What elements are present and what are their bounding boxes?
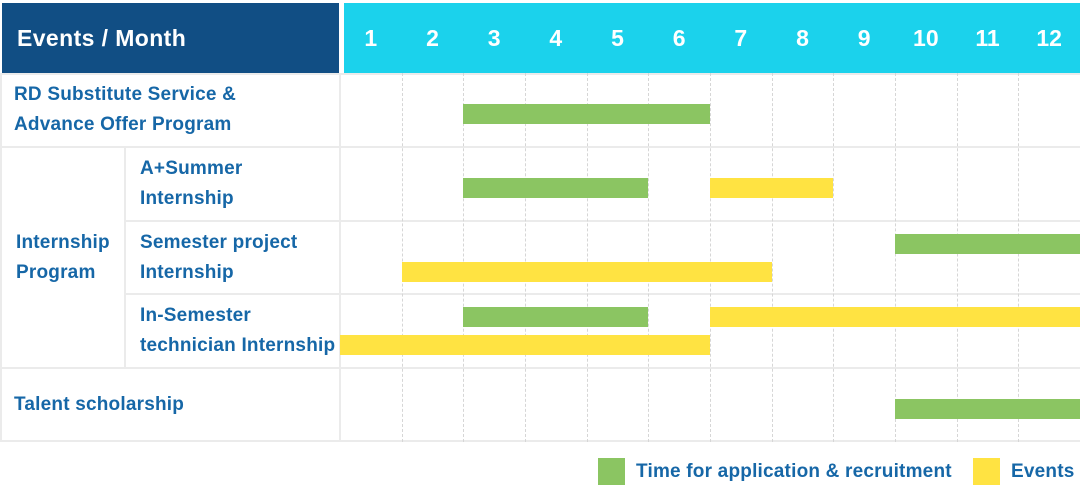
month-header-cell: 6 (672, 24, 686, 51)
month-header-cell: 2 (426, 24, 439, 51)
row-label-line: technician Internship (140, 335, 336, 356)
month-header-cell: 10 (913, 24, 939, 51)
legend-label: Time for application & recruitment (636, 460, 952, 482)
row-label-line: Semester project (140, 231, 298, 253)
row-label-line: A+Summer (140, 158, 243, 179)
table-border (124, 293, 1080, 295)
legend-item-application: Time for application & recruitment (598, 458, 952, 485)
month-header-cell: 8 (796, 24, 809, 51)
gantt-bar-application (895, 399, 1080, 419)
group-label-line: Program (16, 261, 96, 283)
month-header-cell: 9 (857, 24, 871, 51)
month-gridline (586, 73, 588, 442)
group-label-line: Internship (16, 231, 110, 253)
month-gridline (895, 73, 896, 442)
row-label-in-semester-technician: In-Semester technician Internship (140, 294, 340, 368)
month-gridline (956, 73, 958, 442)
event-yellow-swatch (973, 458, 1000, 485)
month-header-cell: 4 (549, 24, 563, 51)
month-header-cell: 5 (611, 24, 624, 51)
row-label-line: Internship (140, 261, 234, 283)
month-gridline (771, 73, 773, 442)
row-label-talent-scholarship: Talent scholarship (14, 368, 334, 442)
table-border (339, 73, 341, 442)
group-label-internship-program: Internship Program (16, 147, 120, 368)
month-gridline (710, 73, 711, 442)
month-gridline (401, 73, 403, 442)
row-label-line: Internship (140, 188, 234, 209)
corner-header-label: Events / Month (17, 24, 187, 51)
month-header-cell: 11 (975, 24, 1000, 51)
row-label-line: Talent scholarship (14, 394, 185, 415)
application-green-swatch (598, 458, 625, 485)
legend-label: Events (1011, 460, 1075, 482)
row-label-semester-project: Semester project Internship (140, 221, 336, 294)
month-gridline (648, 73, 650, 442)
month-gridline (463, 73, 465, 442)
gantt-bar-application (463, 307, 649, 327)
gantt-bar-event (710, 307, 1080, 327)
gantt-bar-event (340, 335, 710, 355)
table-border (124, 220, 1080, 222)
gantt-bar-application (463, 178, 649, 198)
table-border (0, 367, 1080, 369)
month-gridline (1018, 73, 1020, 442)
gantt-bar-event (710, 178, 834, 198)
table-border (0, 146, 1080, 148)
corner-header-cell: Events / Month (2, 3, 339, 73)
month-header-cell: 3 (487, 24, 501, 51)
month-header-cell: 1 (364, 24, 378, 51)
row-label-line: Advance Offer Program (14, 114, 232, 135)
month-gridline (833, 73, 835, 442)
legend-item-events: Events (973, 458, 1075, 485)
table-border (0, 73, 1080, 75)
table-border (0, 440, 1080, 442)
month-gridline (525, 73, 526, 442)
table-border (124, 147, 126, 368)
month-header-cell: 12 (1036, 24, 1062, 51)
table-border (0, 73, 2, 442)
gantt-bar-application (895, 234, 1080, 254)
row-label-rd-substitute: RD Substitute Service & Advance Offer Pr… (14, 73, 334, 147)
month-header-cell: 7 (734, 24, 748, 51)
month-header-row (344, 3, 1080, 73)
row-label-a-plus-summer: A+Summer Internship (140, 147, 336, 221)
row-label-line: In-Semester (140, 305, 251, 326)
gantt-bar-application (463, 104, 710, 124)
row-label-line: RD Substitute Service & (14, 84, 237, 105)
gantt-bar-event (401, 262, 772, 282)
